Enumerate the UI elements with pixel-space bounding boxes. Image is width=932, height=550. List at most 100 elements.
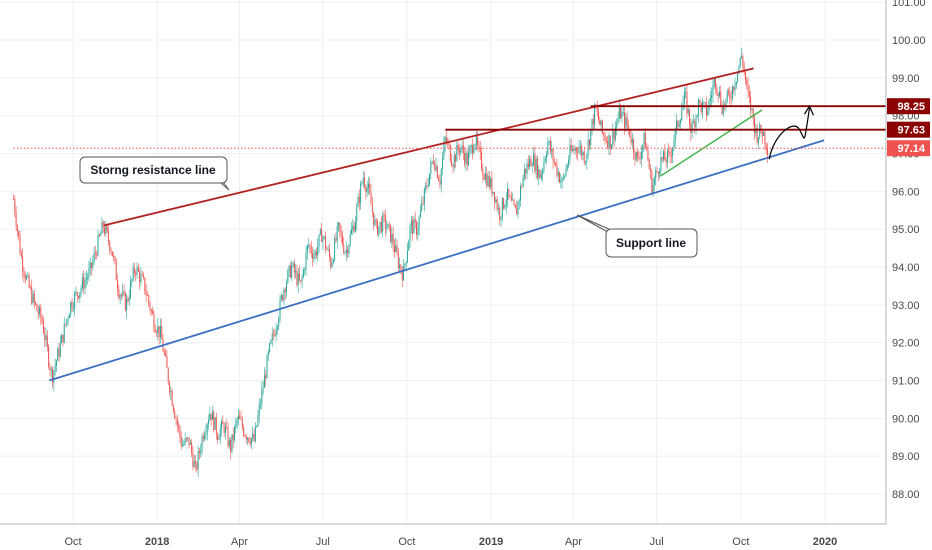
candle [677, 119, 679, 131]
candle [747, 77, 749, 99]
candle [488, 171, 490, 190]
candle [308, 238, 310, 249]
minor-support-trendline[interactable] [659, 109, 763, 177]
candle-body [629, 128, 631, 137]
candle [578, 140, 580, 154]
candle-body [705, 102, 707, 116]
candle [339, 222, 341, 239]
candle-body [127, 298, 129, 301]
candle [291, 260, 293, 282]
candle [572, 145, 574, 152]
candle-body [341, 234, 343, 245]
support-trendline[interactable] [48, 139, 825, 382]
candle-body [197, 451, 199, 470]
candle [609, 135, 611, 156]
candle [377, 219, 379, 237]
candle-body [638, 156, 640, 159]
candle [136, 262, 138, 279]
candle [31, 279, 33, 306]
candle-body [694, 121, 696, 128]
candle-body [500, 216, 502, 220]
drawing-tools[interactable] [13, 67, 886, 382]
candle-body [49, 366, 51, 371]
candle-body [764, 131, 766, 145]
candle [54, 358, 56, 376]
candle [230, 437, 232, 460]
candle-body [614, 127, 616, 140]
candle-body [432, 161, 434, 163]
candle-body [28, 275, 30, 288]
candle [392, 226, 394, 252]
candle-body [161, 325, 163, 340]
candle [315, 247, 317, 259]
candle [28, 272, 30, 289]
candle [666, 147, 668, 169]
candle-body [209, 413, 211, 421]
candle [150, 308, 152, 316]
candle-body [375, 220, 377, 221]
resistance-trendline[interactable] [103, 67, 754, 227]
resistance-callout[interactable]: Storng resistance line [79, 156, 230, 191]
candle-body [221, 421, 223, 430]
candle-body [386, 228, 388, 229]
annotations[interactable]: Storng resistance line Support line [79, 156, 698, 258]
candle-body [37, 310, 39, 314]
candle-body [345, 249, 347, 253]
candle [263, 367, 265, 388]
candle-body [508, 188, 510, 197]
candle-body [165, 353, 167, 356]
candle-body [687, 109, 689, 114]
candle [374, 214, 376, 227]
candle [430, 157, 432, 180]
candle-body [689, 109, 691, 124]
candle-body [217, 434, 219, 440]
candle-body [24, 274, 26, 280]
candle [709, 90, 711, 108]
candle-body [249, 441, 251, 445]
candle-body [263, 375, 265, 388]
candle [591, 118, 593, 136]
candle-body [59, 342, 61, 357]
candle-body [113, 256, 115, 257]
candle [44, 326, 46, 348]
candle [91, 262, 93, 276]
projection-arrow[interactable] [768, 104, 814, 160]
candle [634, 149, 636, 167]
candle-body [639, 158, 641, 160]
candle-body [364, 178, 366, 187]
support-callout[interactable]: Support line [576, 214, 698, 258]
candle [198, 448, 200, 460]
candle [68, 313, 70, 319]
projection-arrow-head[interactable] [803, 104, 814, 116]
candle-body [215, 417, 217, 435]
candle [46, 330, 48, 352]
candle [656, 166, 658, 173]
candle-body [406, 250, 408, 262]
candle-body [601, 120, 603, 134]
projection-arrow-path[interactable] [768, 108, 811, 160]
candle [395, 237, 397, 253]
candle-body [707, 110, 709, 116]
candle [120, 293, 122, 301]
candle-body [14, 199, 16, 214]
candle [271, 327, 273, 347]
candle-body [262, 387, 264, 390]
candle [62, 334, 64, 347]
candle [232, 427, 234, 449]
candle [648, 157, 650, 170]
candle [733, 86, 735, 94]
candle-body [491, 178, 493, 194]
candle [295, 264, 297, 279]
candle-body [405, 261, 407, 265]
candle-body [198, 451, 200, 453]
candle [328, 243, 330, 262]
candle [583, 146, 585, 166]
candle-body [89, 262, 91, 269]
candle [152, 306, 154, 315]
candle [114, 255, 116, 265]
candle-body [261, 389, 263, 404]
candle-body [438, 177, 440, 181]
candle [249, 436, 251, 447]
candle [109, 239, 111, 255]
